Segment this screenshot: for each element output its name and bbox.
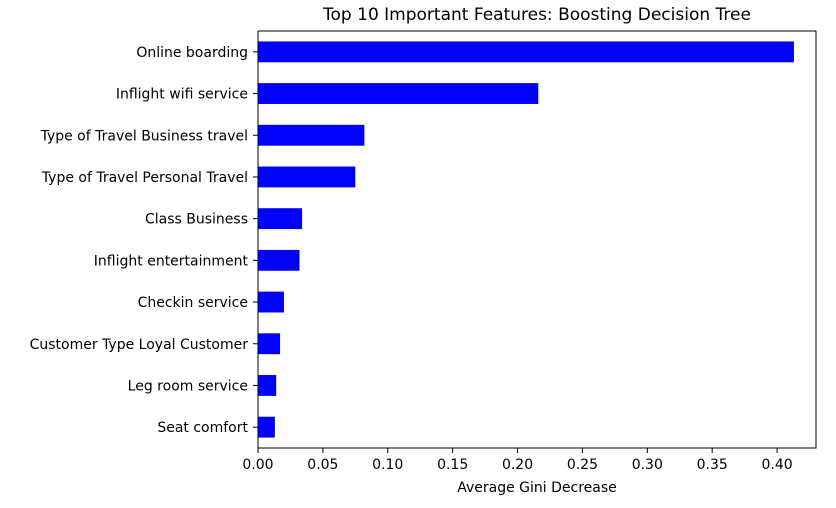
x-tick-label: 0.05 [307,457,338,473]
x-tick-label: 0.15 [437,457,468,473]
x-tick-label: 0.20 [502,457,533,473]
bar [258,166,356,188]
x-tick-label: 0.25 [567,457,598,473]
bar [258,41,794,63]
x-ticks: 0.00 0.05 0.10 0.15 0.20 0.25 0.30 0.35 0.40 [242,448,793,473]
bars-group [258,41,794,438]
x-tick-label: 0.10 [372,457,403,473]
x-tick-label: 0.30 [632,457,663,473]
category-labels: Online boarding Inflight wifi service Type… [30,45,258,436]
chart-title: Top 10 Important Features: Boosting Deci… [322,5,751,25]
y-tick-label: Leg room service [128,378,248,394]
y-tick-label: Class Business [145,212,248,228]
bar [258,333,281,355]
plot-frame [257,30,817,449]
bar [258,208,303,230]
bar [258,249,300,271]
x-tick-label: 0.35 [697,457,728,473]
bar [258,375,277,396]
y-tick-label: Type of Travel Personal Travel [41,170,248,186]
bar [258,416,275,438]
y-tick-label: Online boarding [136,45,248,61]
x-tick-label: 0.00 [242,457,273,473]
y-tick-label: Checkin service [138,295,248,311]
y-tick-label: Customer Type Loyal Customer [30,337,249,353]
bar [258,124,365,146]
x-tick-label: 0.40 [761,457,792,473]
y-tick-label: Seat comfort [157,420,248,436]
bar [258,83,539,104]
y-tick-label: Inflight wifi service [116,87,248,103]
y-tick-label: Type of Travel Business travel [40,128,248,144]
y-tick-label: Inflight entertainment [94,253,249,269]
x-axis-label: Average Gini Decrease [457,480,617,496]
bar [258,291,284,313]
